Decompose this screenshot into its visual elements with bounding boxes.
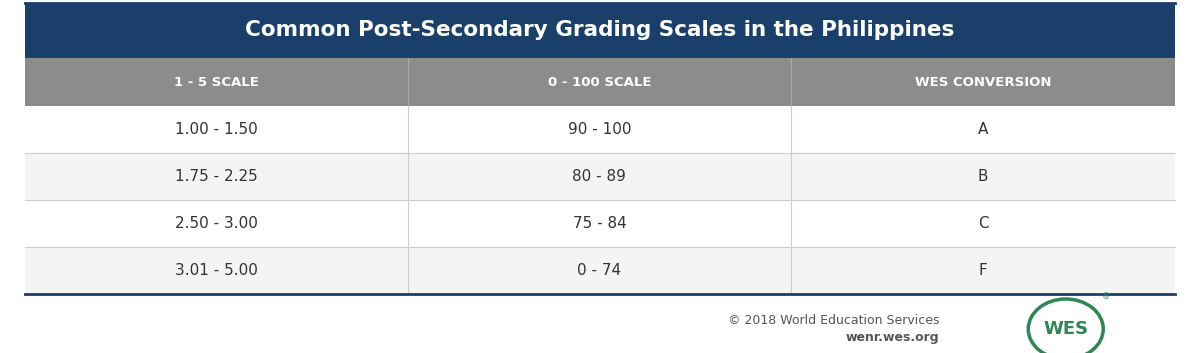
Text: WES CONVERSION: WES CONVERSION: [914, 76, 1051, 89]
Text: 1.00 - 1.50: 1.00 - 1.50: [175, 122, 258, 137]
Text: © 2018 World Education Services: © 2018 World Education Services: [727, 313, 940, 327]
FancyBboxPatch shape: [25, 106, 1175, 153]
Text: 90 - 100: 90 - 100: [568, 122, 631, 137]
Text: F: F: [978, 263, 988, 278]
FancyBboxPatch shape: [25, 3, 1175, 58]
FancyBboxPatch shape: [25, 200, 1175, 247]
Text: 3.01 - 5.00: 3.01 - 5.00: [175, 263, 258, 278]
Text: 75 - 84: 75 - 84: [572, 216, 626, 231]
Text: 80 - 89: 80 - 89: [572, 169, 626, 184]
Text: WES: WES: [1043, 320, 1088, 338]
Text: 1 - 5 SCALE: 1 - 5 SCALE: [174, 76, 259, 89]
Text: A: A: [978, 122, 988, 137]
FancyBboxPatch shape: [25, 58, 1175, 106]
FancyBboxPatch shape: [25, 247, 1175, 294]
Text: 1.75 - 2.25: 1.75 - 2.25: [175, 169, 258, 184]
Text: 0 - 100 SCALE: 0 - 100 SCALE: [547, 76, 652, 89]
Text: 2.50 - 3.00: 2.50 - 3.00: [175, 216, 258, 231]
Text: 0 - 74: 0 - 74: [577, 263, 622, 278]
Text: C: C: [978, 216, 989, 231]
FancyBboxPatch shape: [25, 153, 1175, 200]
Text: ®: ®: [1102, 293, 1110, 301]
Text: Common Post-Secondary Grading Scales in the Philippines: Common Post-Secondary Grading Scales in …: [245, 20, 955, 41]
Text: B: B: [978, 169, 989, 184]
Text: wenr.wes.org: wenr.wes.org: [846, 331, 940, 345]
